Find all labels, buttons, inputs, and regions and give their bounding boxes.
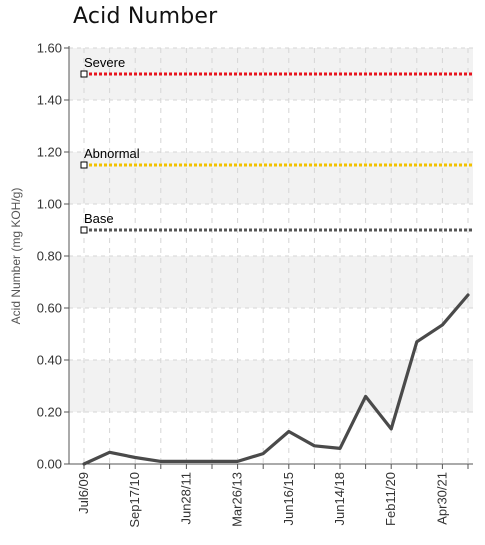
y-tick-label: 0.60 [37,301,62,316]
data-point [82,462,86,466]
y-tick-label: 0.00 [37,457,62,472]
y-tick-label: 0.40 [37,353,62,368]
data-point [415,340,418,343]
reference-lines: Severe Abnormal Base [80,55,473,234]
reference-label: Severe [84,55,125,70]
data-point [108,451,111,454]
data-point [466,293,470,297]
data-point [159,460,162,463]
x-tick-label: Mar26/13 [230,472,245,527]
background-band [69,412,473,464]
reference-marker [80,161,88,169]
background-band [69,100,473,152]
y-tick-label: 1.60 [37,41,62,56]
x-tick-labels: Jul6/09 Sep17/10 Jun28/11 Mar26/13 Jun16/15 J… [76,472,449,528]
chart-title: Acid Number [73,4,218,29]
background-band [69,256,473,308]
data-point [236,460,239,463]
x-tick-label: Jul6/09 [76,472,91,514]
background-band [69,308,473,360]
x-tick-label: Jun16/15 [281,472,296,526]
reference-label: Abnormal [84,146,140,161]
background-band [69,152,473,204]
reference-label: Base [84,211,114,226]
y-tick-label: 1.40 [37,93,62,108]
reference-marker [80,70,88,78]
data-point [364,395,367,398]
data-point [134,456,137,459]
x-tick-label: Sep17/10 [127,472,142,528]
x-tick-label: Jun28/11 [178,472,193,525]
x-tick-label: Jun14/18 [332,472,347,526]
y-tick-label: 0.80 [37,249,62,264]
data-point [441,323,444,327]
y-tick-labels: 0.00 0.20 0.40 0.60 0.80 1.00 1.20 1.40 1.60 [37,41,62,472]
y-tick-label: 1.20 [37,145,62,160]
reference-marker [80,226,88,234]
data-point [262,452,265,455]
data-point [210,460,214,463]
data-point [185,460,188,463]
data-point [390,427,393,431]
y-axis-title: Acid Number (mg KOH/g) [9,188,23,325]
series-line [82,293,470,466]
x-tick-label: Feb11/20 [383,472,398,526]
axes [64,46,473,469]
series-lines [82,293,470,466]
y-tick-label: 0.20 [37,405,62,420]
data-point [313,444,316,447]
data-point [338,447,342,450]
data-point [287,430,290,433]
background-band [69,360,473,412]
y-tick-label: 1.00 [37,197,62,212]
x-tick-label: Apr30/21 [434,472,449,525]
